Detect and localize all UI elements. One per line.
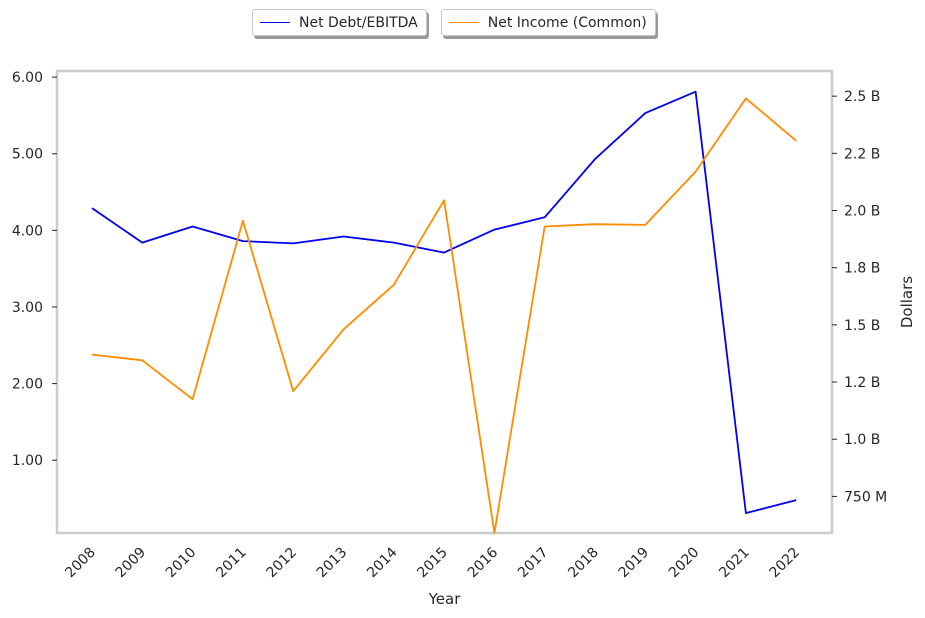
legend: Net Debt/EBITDA Net Income (Common) (252, 9, 656, 36)
x-tick-label: 2016 (465, 544, 502, 581)
x-tick-label: 2010 (163, 545, 200, 582)
x-tick-label: 2009 (113, 545, 150, 582)
x-axis-title: Year (428, 590, 462, 608)
x-tick-label: 2021 (716, 545, 753, 582)
right-axis-title: Dollars (898, 276, 916, 328)
right-y-tick-label: 2.2 B (844, 146, 880, 162)
left-y-tick-label: 6.00 (12, 70, 43, 86)
series-line-net-debt-ebitda (91, 90, 797, 514)
legend-line-icon (260, 22, 290, 23)
x-tick-label: 2020 (666, 545, 703, 582)
left-y-tick-label: 4.00 (12, 223, 43, 239)
x-tick-label: 2013 (314, 545, 351, 582)
right-y-tick-label: 1.8 B (844, 261, 880, 277)
series-line-net-income (91, 97, 797, 534)
legend-item-net-income[interactable]: Net Income (Common) (440, 9, 656, 36)
legend-label: Net Income (Common) (487, 14, 647, 31)
right-y-tick-label: 750 M (844, 489, 887, 505)
right-y-tick-label: 2.0 B (844, 204, 880, 220)
legend-line-icon (448, 22, 479, 23)
x-tick-label: 2022 (767, 545, 804, 582)
left-y-tick-label: 3.00 (12, 300, 43, 316)
legend-item-net-debt-ebitda[interactable]: Net Debt/EBITDA (252, 9, 427, 36)
x-tick-label: 2014 (364, 544, 401, 581)
x-tick-label: 2019 (616, 545, 653, 582)
x-tick-label: 2008 (62, 545, 99, 582)
right-y-tick-label: 1.5 B (844, 318, 880, 334)
x-tick-label: 2012 (264, 545, 301, 582)
x-tick-label: 2015 (414, 545, 451, 582)
x-tick-label: 2017 (515, 545, 552, 582)
right-y-tick-label: 1.0 B (844, 432, 880, 448)
left-y-tick-label: 5.00 (12, 147, 43, 163)
legend-label: Net Debt/EBITDA (299, 14, 418, 31)
x-tick-label: 2011 (213, 545, 250, 582)
left-y-tick-label: 1.00 (12, 453, 43, 469)
right-y-tick-label: 1.2 B (844, 375, 880, 391)
left-y-tick-label: 2.00 (12, 377, 43, 393)
plot-area-frame (55, 69, 834, 535)
x-tick-label: 2018 (565, 545, 602, 582)
right-y-tick-label: 2.5 B (844, 89, 880, 105)
